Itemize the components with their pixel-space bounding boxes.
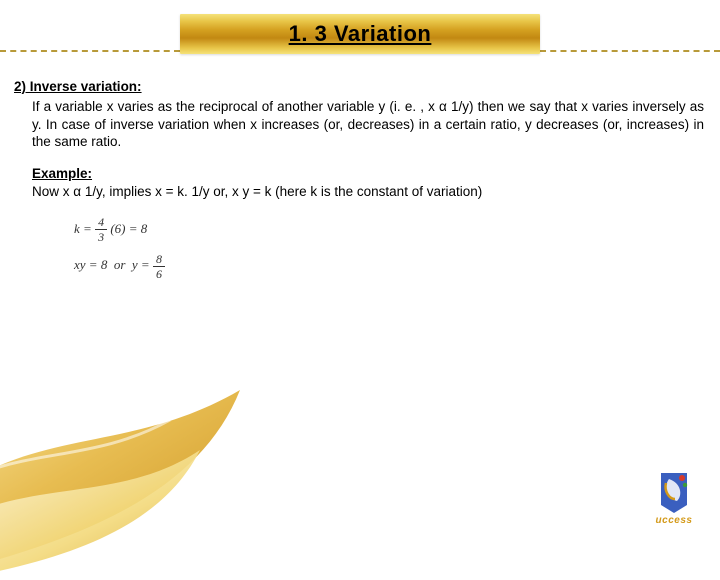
example-label: Example:	[14, 165, 706, 183]
eq1-equals2: =	[129, 221, 138, 236]
eq1-lhs: k	[74, 221, 80, 236]
eq2-fraction: 8 6	[153, 253, 165, 280]
eq1-num: 4	[95, 216, 107, 230]
brand-logo: uccess	[646, 469, 702, 526]
eq2-den: 6	[153, 267, 165, 280]
eq1-fraction: 4 3	[95, 216, 107, 243]
equation-block: k = 4 3 (6) = 8 xy = 8 or y = 8 6	[14, 211, 706, 284]
eq1-equals: =	[83, 221, 92, 236]
section-heading: 2) Inverse variation:	[14, 78, 706, 96]
eq1-den: 3	[95, 230, 107, 243]
equation-1: k = 4 3 (6) = 8	[74, 211, 706, 247]
eq2-mid: 8	[101, 257, 108, 272]
section-body: If a variable x varies as the reciprocal…	[14, 98, 706, 151]
eq1-rhs: 8	[141, 221, 148, 236]
decorative-swoosh	[0, 360, 300, 580]
decorative-dash-right	[540, 50, 720, 52]
logo-text: uccess	[646, 515, 702, 526]
page-title: 1. 3 Variation	[289, 21, 432, 47]
example-body: Now x α 1/y, implies x = k. 1/y or, x y …	[14, 183, 706, 201]
eq2-rhs-lhs: y	[132, 257, 138, 272]
logo-icon	[655, 469, 693, 513]
decorative-dash-left	[0, 50, 180, 52]
eq2-num: 8	[153, 253, 165, 267]
eq1-mult: (6)	[110, 221, 125, 236]
eq2-equals2: =	[141, 257, 150, 272]
eq2-lhs: xy	[74, 257, 86, 272]
eq2-or: or	[114, 257, 126, 272]
title-banner: 1. 3 Variation	[180, 14, 540, 54]
equation-2: xy = 8 or y = 8 6	[74, 247, 706, 283]
main-content: 2) Inverse variation: If a variable x va…	[14, 78, 706, 284]
eq2-equals: =	[89, 257, 98, 272]
